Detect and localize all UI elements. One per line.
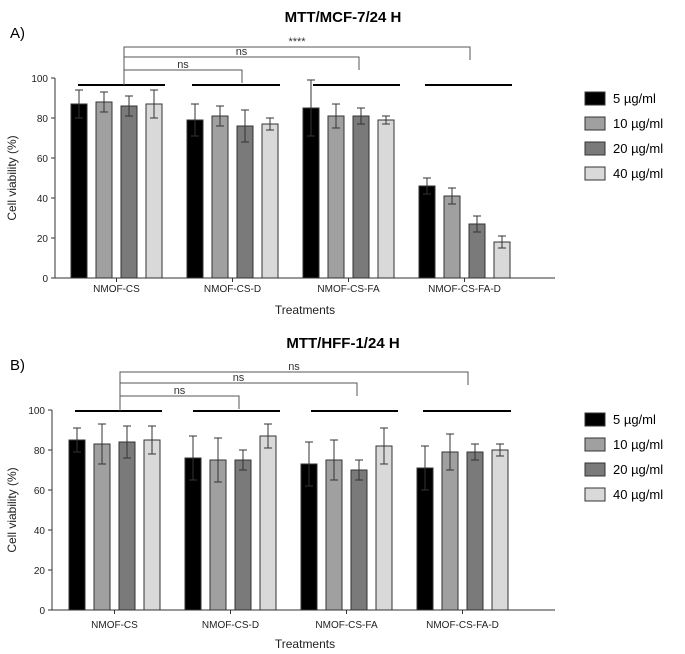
y-tick-label: 80 xyxy=(34,446,46,457)
y-axis-title: Cell viability (%) xyxy=(5,135,19,220)
significance-bracket xyxy=(123,46,471,85)
legend-swatch xyxy=(584,412,606,427)
legend-swatch xyxy=(584,462,606,477)
bar xyxy=(441,451,459,611)
bar xyxy=(443,195,461,279)
bar xyxy=(184,457,202,611)
bar xyxy=(70,103,88,279)
y-tick-label: 20 xyxy=(34,566,46,577)
legend-swatch xyxy=(584,437,606,452)
legend-label: 20 µg/ml xyxy=(613,462,663,477)
bar xyxy=(261,123,279,279)
y-tick-label: 80 xyxy=(37,114,49,125)
bar xyxy=(186,119,204,279)
bar xyxy=(120,105,138,279)
y-tick-label: 100 xyxy=(28,406,45,417)
x-axis-title: Treatments xyxy=(275,637,335,651)
legend-swatch xyxy=(584,141,606,156)
y-tick-label: 100 xyxy=(31,74,48,85)
bar xyxy=(325,459,343,611)
chart-title: MTT/HFF-1/24 H xyxy=(286,335,399,352)
y-tick-label: 0 xyxy=(39,606,45,617)
significance-bracket xyxy=(119,395,240,411)
bar xyxy=(236,125,254,279)
bar xyxy=(375,445,393,611)
bar xyxy=(93,443,111,611)
bar xyxy=(491,449,509,611)
bar xyxy=(143,439,161,611)
panel-label: B) xyxy=(10,357,25,374)
significance-label: ns xyxy=(288,361,300,373)
x-tick-label: NMOF-CS-FA-D xyxy=(428,284,501,295)
x-tick-label: NMOF-CS-FA-D xyxy=(426,620,499,631)
legend-label: 10 µg/ml xyxy=(613,437,663,452)
y-tick-label: 0 xyxy=(42,274,48,285)
legend-label: 5 µg/ml xyxy=(613,412,656,427)
significance-label: ns xyxy=(236,46,248,58)
y-tick-label: 60 xyxy=(34,486,46,497)
y-tick-label: 60 xyxy=(37,154,49,165)
x-tick-label: NMOF-CS-FA xyxy=(315,620,378,631)
x-tick-label: NMOF-CS-FA xyxy=(317,284,380,295)
y-tick-label: 40 xyxy=(34,526,46,537)
bar xyxy=(377,119,395,279)
bar xyxy=(145,103,163,279)
bar xyxy=(327,115,345,279)
bar xyxy=(68,439,86,611)
bar xyxy=(211,115,229,279)
bar xyxy=(418,185,436,279)
legend-label: 40 µg/ml xyxy=(613,166,663,181)
significance-label: **** xyxy=(288,36,306,48)
legend-swatch xyxy=(584,116,606,131)
chart-title: MTT/MCF-7/24 H xyxy=(285,9,402,26)
significance-bracket xyxy=(119,371,469,411)
significance-label: ns xyxy=(177,59,189,71)
bar xyxy=(352,115,370,279)
x-tick-label: NMOF-CS-D xyxy=(202,620,259,631)
legend-swatch xyxy=(584,91,606,106)
legend-label: 40 µg/ml xyxy=(613,487,663,502)
panel-label: A) xyxy=(10,25,25,42)
bar xyxy=(234,459,252,611)
bar xyxy=(259,435,277,611)
y-tick-label: 40 xyxy=(37,194,49,205)
legend-label: 10 µg/ml xyxy=(613,116,663,131)
legend-swatch xyxy=(584,166,606,181)
x-axis-title: Treatments xyxy=(275,303,335,317)
x-tick-label: NMOF-CS xyxy=(93,284,140,295)
bar xyxy=(466,451,484,611)
legend-label: 20 µg/ml xyxy=(613,141,663,156)
x-tick-label: NMOF-CS xyxy=(91,620,138,631)
legend-label: 5 µg/ml xyxy=(613,91,656,106)
significance-label: ns xyxy=(233,372,245,384)
y-tick-label: 20 xyxy=(37,234,49,245)
bar xyxy=(118,441,136,611)
legend-swatch xyxy=(584,487,606,502)
bar xyxy=(350,469,368,611)
significance-label: ns xyxy=(174,385,186,397)
y-axis-title: Cell viability (%) xyxy=(5,467,19,552)
x-tick-label: NMOF-CS-D xyxy=(204,284,261,295)
bar xyxy=(95,101,113,279)
significance-bracket xyxy=(123,69,243,85)
